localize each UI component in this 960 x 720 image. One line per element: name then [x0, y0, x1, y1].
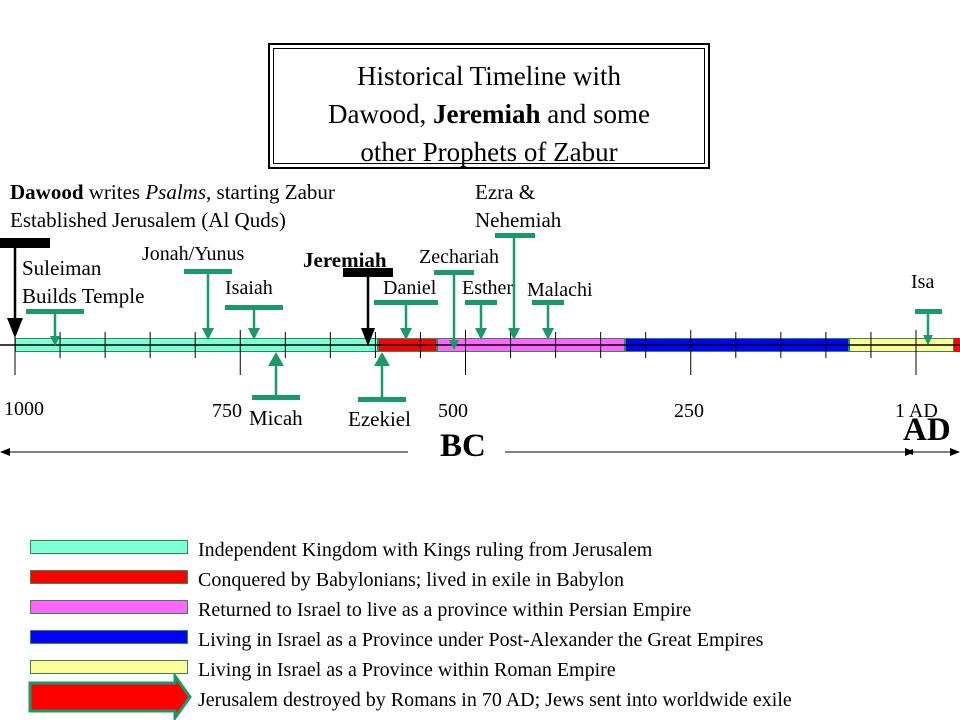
dawood-text: writes [83, 180, 146, 204]
jonah-label: Jonah/Yunus [142, 243, 245, 265]
malachi-label: Malachi [527, 279, 593, 301]
jonah-marker-bar [184, 269, 232, 274]
title-box: Historical Timeline with Dawood, Jeremia… [268, 43, 710, 169]
ezekiel-arrowhead [374, 352, 390, 366]
suleiman-label-2: Builds Temple [22, 284, 145, 308]
dawood-arrowhead [7, 318, 23, 338]
micah-marker-bar [252, 395, 300, 400]
legend-swatch-roman [30, 660, 188, 674]
tick-label-1000: 1000 [4, 398, 44, 420]
isaiah-label: Isaiah [225, 277, 273, 299]
bc-label: BC [440, 428, 486, 464]
ezekiel-marker-bar [358, 397, 406, 402]
micah-arrowhead [268, 352, 284, 366]
dawood-line-2: Established Jerusalem (Al Quds) [10, 208, 286, 232]
tick-label-1ad: 1 AD [895, 400, 938, 422]
zechariah-marker-bar [434, 270, 474, 275]
dawood-line-1: Dawood writes Psalms, starting Zabur [10, 180, 335, 205]
dawood-bar [0, 238, 50, 248]
ezra-label-2: Nehemiah [475, 208, 562, 232]
legend-swatch-babylon [30, 570, 188, 584]
legend-swatch-greek [30, 630, 188, 644]
tick-label-250: 250 [674, 400, 704, 422]
isa-label: Isa [911, 271, 935, 293]
legend-text-roman: Living in Israel as a Province within Ro… [198, 659, 616, 681]
legend-text-kingdom: Independent Kingdom with Kings ruling fr… [198, 539, 653, 561]
legend-swatch-persian [30, 600, 188, 614]
daniel-label: Daniel [383, 277, 437, 299]
suleiman-marker-bar [26, 309, 84, 314]
ezra-marker-bar [495, 233, 535, 238]
prophet-markers [26, 233, 942, 402]
legend-text-destroyed: Jerusalem destroyed by Romans in 70 AD; … [198, 689, 792, 711]
daniel-marker-bar [374, 300, 438, 305]
suleiman-label-1: Suleiman [22, 256, 102, 280]
tick-label-500: 500 [438, 400, 468, 422]
legend-text-greek: Living in Israel as a Province under Pos… [198, 629, 764, 651]
tick-group [14, 330, 917, 375]
tick-label-750: 750 [212, 400, 242, 422]
legend-arrow-swatch [28, 671, 192, 720]
dawood-name: Dawood [10, 180, 84, 204]
zechariah-label: Zechariah [419, 246, 499, 268]
legend-text-babylon: Conquered by Babylonians; lived in exile… [198, 569, 625, 591]
isa-marker-bar [915, 309, 942, 314]
psalms-text: Psalms [145, 180, 207, 204]
esther-label: Esther [462, 277, 514, 299]
dawood-text-2: , starting Zabur [206, 180, 335, 204]
legend-text-persian: Returned to Israel to live as a province… [198, 599, 692, 621]
micah-label: Micah [249, 406, 303, 430]
ezekiel-label: Ezekiel [348, 407, 411, 431]
ezra-label-1: Ezra & [475, 180, 536, 204]
jeremiah-arrowhead [361, 328, 375, 346]
esther-marker-bar [465, 300, 497, 305]
jeremiah-bar [343, 268, 393, 277]
malachi-marker-bar [532, 300, 564, 305]
isaiah-marker-bar [225, 305, 283, 310]
legend-swatch-kingdom [30, 540, 188, 554]
ad-label: AD [903, 412, 951, 448]
